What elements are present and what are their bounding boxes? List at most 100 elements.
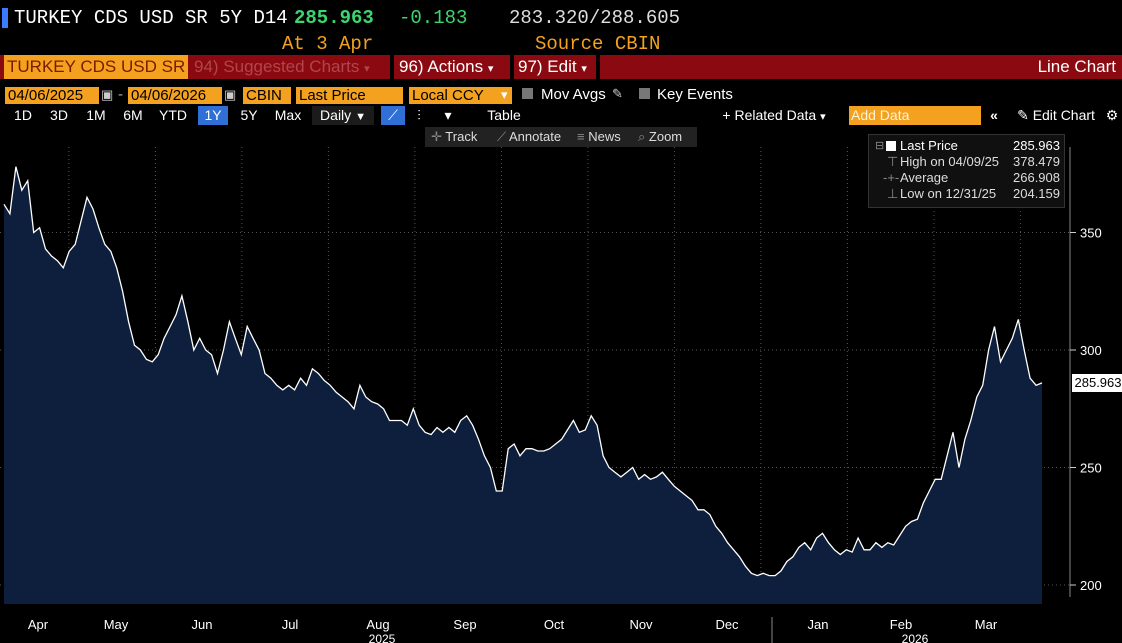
edit-chart-button[interactable]: ✎ Edit Chart bbox=[1010, 106, 1102, 125]
source-field[interactable]: CBIN bbox=[243, 87, 291, 105]
legend-last-label: Last Price bbox=[900, 138, 958, 153]
security-field[interactable]: TURKEY CDS USD SR bbox=[4, 55, 188, 79]
year-label: 2025 bbox=[369, 632, 396, 643]
suggested-charts-menu[interactable]: 94) Suggested Charts ▾ bbox=[192, 55, 390, 79]
collapse-icon[interactable]: ⊟ bbox=[875, 140, 885, 152]
range-1y-button[interactable]: 1Y bbox=[198, 106, 228, 125]
x-tick-label: Jan bbox=[808, 617, 829, 632]
pencil-icon[interactable]: ✎ bbox=[612, 86, 623, 101]
dropdown-arrow-icon: ▾ bbox=[820, 111, 826, 123]
zoom-tool[interactable]: ⌕ Zoom bbox=[638, 127, 682, 147]
related-data-label: + Related Data bbox=[722, 107, 817, 123]
legend-high-value: 378.479 bbox=[1013, 154, 1060, 169]
zoom-label: Zoom bbox=[648, 129, 683, 144]
security-field-text: TURKEY CDS USD SR bbox=[7, 57, 186, 76]
range-ytd-button[interactable]: YTD bbox=[159, 107, 187, 123]
legend-panel[interactable]: ⊟ Last Price 285.963 ⊤ High on 04/09/25 … bbox=[868, 134, 1065, 208]
legend-low: ⊥ Low on 12/31/25 204.159 bbox=[869, 186, 1066, 202]
security-header: TURKEY CDS USD SR 5Y D14 285.963 -0.183 … bbox=[0, 0, 1122, 56]
range-1d-button[interactable]: 1D bbox=[14, 107, 32, 123]
mov-avgs-label[interactable]: Mov Avgs bbox=[541, 86, 606, 103]
price-area bbox=[4, 166, 1042, 604]
range-max-button[interactable]: Max bbox=[274, 107, 302, 123]
average-marker-icon: -+- bbox=[883, 170, 900, 185]
actions-menu[interactable]: 96) Actions ▾ bbox=[397, 55, 510, 79]
periodicity-label: Daily bbox=[320, 107, 352, 123]
price-line bbox=[3, 166, 1043, 577]
y-tick-label: 250 bbox=[1080, 461, 1102, 476]
annotate-tool[interactable]: ⟋ Annotate bbox=[497, 127, 561, 147]
legend-high: ⊤ High on 04/09/25 378.479 bbox=[869, 154, 1066, 170]
range-1m-button[interactable]: 1M bbox=[86, 107, 106, 123]
x-tick-label: Jul bbox=[282, 617, 299, 632]
x-tick-label: Dec bbox=[715, 617, 739, 632]
range-toolbar: 1D 3D 1M 6M YTD 1Y 5Y Max Daily ▼ ⟋ ⫶ ▾ … bbox=[0, 104, 1122, 126]
legend-high-label: High on 04/09/25 bbox=[900, 154, 1000, 169]
related-data-button[interactable]: + Related Data ▾ bbox=[713, 106, 835, 125]
ticker-title: TURKEY CDS USD SR 5Y D14 bbox=[14, 7, 288, 29]
y-tick-label: 300 bbox=[1080, 343, 1102, 358]
price-chart[interactable]: 200 250 300 350 Apr May Jun Jul Aug Sep Oct Nov Dec… bbox=[0, 147, 1122, 643]
magnifier-icon: ⌕ bbox=[638, 129, 646, 144]
table-button[interactable]: Table bbox=[487, 107, 521, 123]
range-3d-button[interactable]: 3D bbox=[50, 107, 68, 123]
edit-menu[interactable]: 97) Edit ▾ bbox=[516, 55, 596, 79]
legend-last: ⊟ Last Price 285.963 bbox=[869, 138, 1066, 154]
range-6m-button[interactable]: 6M bbox=[123, 107, 143, 123]
year-label: 2026 bbox=[902, 632, 929, 643]
periodicity-dropdown[interactable]: Daily ▼ bbox=[312, 106, 374, 125]
x-tick-label: Nov bbox=[629, 617, 653, 632]
dropdown-arrow-icon: ▼ bbox=[355, 111, 366, 123]
news-icon: ≡ bbox=[577, 129, 585, 144]
news-tool[interactable]: ≡ News bbox=[577, 127, 621, 147]
pencil-icon: ✎ bbox=[1017, 107, 1029, 123]
start-date-field[interactable]: 04/06/2025 bbox=[5, 87, 99, 105]
x-tick-label: Sep bbox=[453, 617, 476, 632]
add-data-input[interactable]: Add Data bbox=[849, 106, 981, 125]
crosshair-icon: ✛ bbox=[431, 129, 442, 144]
low-marker-icon: ⊥ bbox=[887, 186, 899, 201]
track-tool[interactable]: ✛ Track bbox=[431, 127, 477, 147]
x-axis: Apr May Jun Jul Aug Sep Oct Nov Dec Jan Feb Mar 2025… bbox=[28, 617, 998, 643]
y-axis: 200 250 300 350 bbox=[1070, 226, 1102, 593]
legend-low-value: 204.159 bbox=[1013, 186, 1060, 201]
x-tick-label: Mar bbox=[975, 617, 998, 632]
last-price-tag: 285.963 bbox=[1072, 374, 1122, 392]
x-tick-label: Oct bbox=[544, 617, 565, 632]
legend-average: -+- Average 266.908 bbox=[869, 170, 1066, 186]
bar-style-icon[interactable]: ⫶ bbox=[417, 107, 421, 123]
source-label: Source CBIN bbox=[535, 33, 661, 55]
price-change: -0.183 bbox=[399, 7, 468, 29]
dropdown-arrow-icon[interactable]: ▾ bbox=[444, 107, 452, 123]
chart-tools-bar: ✛ Track ⟋ Annotate ≡ News ⌕ Zoom bbox=[425, 127, 697, 147]
collapse-chevrons-icon[interactable]: « bbox=[990, 107, 998, 123]
currency-selector[interactable]: Local CCY bbox=[409, 87, 512, 105]
dropdown-arrow-icon[interactable]: ▾ bbox=[501, 87, 508, 102]
x-tick-label: Apr bbox=[28, 617, 49, 632]
title-marker bbox=[2, 8, 8, 28]
key-events-label[interactable]: Key Events bbox=[657, 86, 733, 103]
actions-label: 96) Actions bbox=[399, 57, 484, 76]
dropdown-arrow-icon: ▾ bbox=[487, 63, 494, 75]
legend-swatch bbox=[886, 141, 896, 151]
line-chart-icon[interactable]: ⟋ bbox=[381, 106, 405, 125]
function-toolbar: TURKEY CDS USD SR 94) Suggested Charts ▾… bbox=[0, 55, 1122, 79]
calendar-icon[interactable]: ▣ bbox=[224, 87, 237, 102]
news-label: News bbox=[588, 129, 621, 144]
gear-icon[interactable]: ⚙ bbox=[1105, 107, 1119, 123]
x-tick-label: Jun bbox=[192, 617, 213, 632]
field-selector[interactable]: Last Price bbox=[296, 87, 403, 105]
key-events-checkbox[interactable] bbox=[639, 88, 650, 99]
y-tick-label: 350 bbox=[1080, 226, 1102, 241]
end-date-field[interactable]: 04/06/2026 bbox=[128, 87, 222, 105]
legend-average-label: Average bbox=[900, 170, 949, 185]
mov-avgs-checkbox[interactable] bbox=[522, 88, 533, 99]
suggested-charts-label: 94) Suggested Charts bbox=[194, 57, 360, 76]
date-separator: - bbox=[118, 86, 123, 103]
high-marker-icon: ⊤ bbox=[887, 154, 899, 169]
calendar-icon[interactable]: ▣ bbox=[101, 87, 114, 102]
x-tick-label: Aug bbox=[366, 617, 389, 632]
grid bbox=[0, 147, 1070, 604]
range-5y-button[interactable]: 5Y bbox=[240, 107, 258, 123]
annotate-icon: ⟋ bbox=[497, 129, 507, 144]
